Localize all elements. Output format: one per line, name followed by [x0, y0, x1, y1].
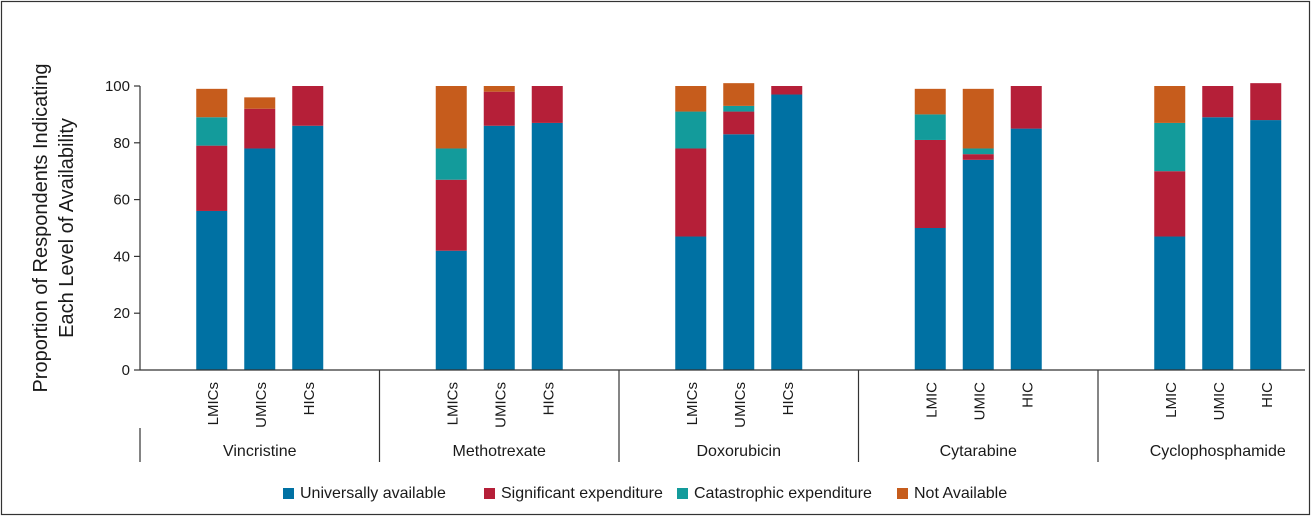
legend-label: Universally available — [300, 485, 446, 502]
bar-segment — [914, 139, 946, 228]
bar-segment — [196, 88, 228, 118]
bar-segment — [1010, 86, 1042, 129]
x-category-label: HICs — [301, 382, 318, 415]
bar-segment — [962, 159, 994, 370]
bar-segment — [483, 86, 515, 92]
bar-segment — [675, 86, 707, 112]
bar-segment — [771, 94, 803, 371]
y-tick-label: 60 — [113, 192, 130, 209]
bar-segment — [483, 91, 515, 126]
x-group-label: Doxorubicin — [697, 443, 781, 460]
y-tick-label: 100 — [105, 78, 130, 95]
bar-segment — [675, 236, 707, 370]
bar-segment — [483, 125, 515, 370]
x-group-label: Cyclophosphamide — [1150, 443, 1286, 460]
legend-swatch — [484, 488, 495, 499]
bar-segment — [244, 97, 276, 109]
bar-segment — [1154, 122, 1186, 172]
x-category-label: UMICs — [253, 382, 270, 428]
bar-segment — [914, 228, 946, 370]
x-category-label: LMIC — [923, 382, 940, 418]
x-axis: LMICs UMICs HICs Vincristine LMICs UMICs HICs M… — [139, 369, 1305, 462]
bar-segment — [435, 179, 467, 251]
legend: Universally available Significant expendi… — [283, 485, 1007, 502]
bar-segment — [723, 111, 755, 135]
bar-segment — [1250, 120, 1282, 370]
y-tick-label: 0 — [122, 362, 130, 379]
legend-label: Not Available — [914, 485, 1007, 502]
bar-segment — [292, 86, 324, 126]
x-category-label: HIC — [1019, 382, 1036, 408]
legend-label: Catastrophic expenditure — [694, 485, 872, 502]
x-category-label: UMICs — [492, 382, 509, 428]
bar-segment — [531, 122, 563, 370]
legend-label: Significant expenditure — [501, 485, 663, 502]
bar-segment — [723, 134, 755, 370]
x-category-label: LMICs — [684, 382, 701, 425]
y-tick-label: 20 — [113, 305, 130, 322]
bar-segment — [675, 148, 707, 237]
bar-segment — [435, 86, 467, 149]
bar-segment — [435, 250, 467, 370]
y-axis-label-line: Proportion of Respondents Indicating — [30, 63, 52, 392]
bar-segment — [723, 105, 755, 112]
bar-segment — [1202, 86, 1234, 118]
x-group-label: Methotrexate — [453, 443, 546, 460]
bars — [196, 83, 1282, 371]
bar-segment — [1010, 128, 1042, 370]
bar-segment — [1154, 236, 1186, 370]
bar-segment — [962, 154, 994, 160]
bar-segment — [1202, 117, 1234, 371]
x-category-label: UMIC — [1211, 382, 1228, 420]
x-category-label: LMIC — [1163, 382, 1180, 418]
x-category-label: LMICs — [444, 382, 461, 425]
bar-segment — [292, 125, 324, 370]
bar-segment — [675, 111, 707, 149]
y-axis-label-line: Each Level of Availability — [56, 118, 78, 338]
x-category-label: LMICs — [205, 382, 222, 425]
bar-segment — [196, 210, 228, 370]
bar-segment — [914, 88, 946, 115]
legend-swatch — [897, 488, 908, 499]
bar-segment — [1250, 83, 1282, 121]
bar-segment — [196, 117, 228, 146]
bar-segment — [914, 114, 946, 140]
x-category-label: UMIC — [971, 382, 988, 420]
bar-segment — [196, 145, 228, 211]
y-tick-label: 80 — [113, 135, 130, 152]
x-category-label: HIC — [1259, 382, 1276, 408]
bar-segment — [1154, 171, 1186, 237]
bar-segment — [962, 148, 994, 155]
bar-segment — [1154, 86, 1186, 123]
x-group-label: Vincristine — [223, 443, 297, 460]
bar-segment — [244, 148, 276, 370]
legend-swatch — [677, 488, 688, 499]
y-axis-label: Proportion of Respondents Indicating Each… — [30, 63, 78, 392]
bar-segment — [723, 83, 755, 106]
bar-segment — [531, 86, 563, 123]
y-axis: 0 20 40 60 80 100 — [105, 78, 141, 379]
x-category-label: HICs — [780, 382, 797, 415]
x-category-label: HICs — [540, 382, 557, 415]
bar-segment — [435, 148, 467, 180]
x-category-label: UMICs — [732, 382, 749, 428]
y-tick-label: 40 — [113, 248, 130, 265]
legend-swatch — [283, 488, 294, 499]
bar-segment — [962, 88, 994, 149]
x-group-label: Cytarabine — [940, 443, 1017, 460]
bar-segment — [244, 108, 276, 149]
bar-segment — [771, 86, 803, 95]
